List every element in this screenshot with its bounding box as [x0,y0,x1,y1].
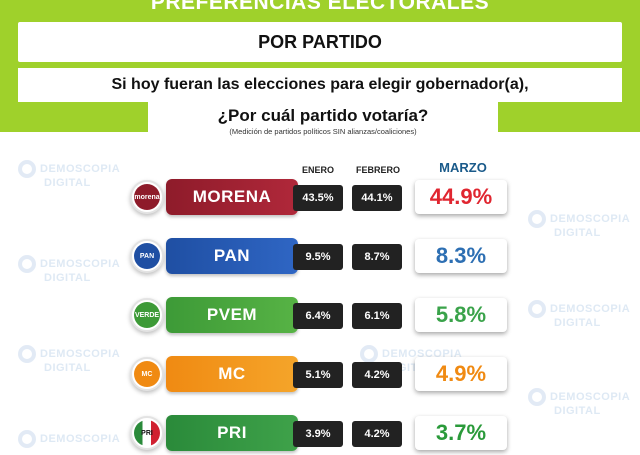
watermark: DEMOSCOPIA DIGITAL [528,300,631,329]
pri-logo-icon: PRI [130,416,164,450]
watermark-brand: DEMOSCOPIA [550,212,631,225]
watermark-brand: DEMOSCOPIA [40,432,121,445]
subtitle-box: POR PARTIDO [18,22,622,62]
logo-label: morena [134,184,160,210]
value-enero: 9.5% [293,244,343,270]
question-box: Si hoy fueran las elecciones para elegir… [18,68,622,102]
watermark: DEMOSCOPIA [18,430,120,448]
table-row-morena: morena MORENA 43.5% 44.1% 44.9% [0,175,640,219]
watermark-logo-icon [18,345,36,363]
column-header-enero: ENERO [301,165,334,175]
logo-label: PRI [134,420,160,446]
watermark-brand-2: DIGITAL [44,177,91,189]
logo-label: PAN [134,243,160,269]
value-febrero: 8.7% [352,244,402,270]
value-febrero: 4.2% [352,362,402,388]
column-header-marzo: MARZO [439,159,487,175]
watermark-brand-2: DIGITAL [554,317,601,329]
table-row-pvem: VERDE PVEM 6.4% 6.1% 5.8% [0,293,640,337]
value-marzo: 3.7% [415,416,507,450]
watermark: DEMOSCOPIA DIGITAL [360,345,463,374]
value-marzo: 44.9% [415,180,507,214]
watermark-brand-2: DIGITAL [386,362,433,374]
watermark-brand-2: DIGITAL [44,362,91,374]
watermark: DEMOSCOPIA DIGITAL [528,210,631,239]
value-marzo: 5.8% [415,298,507,332]
watermark: DEMOSCOPIA DIGITAL [18,160,121,189]
watermark-brand-2: DIGITAL [554,405,601,417]
party-name: PRI [166,415,298,451]
question-note: (Medición de partidos políticos SIN alia… [229,127,417,136]
table-row-mc: MC MC 5.1% 4.2% 4.9% [0,352,640,396]
watermark: DEMOSCOPIA DIGITAL [18,255,121,284]
party-name: MORENA [166,179,298,215]
mc-logo-icon: MC [130,357,164,391]
logo-label: VERDE [134,302,160,328]
watermark-logo-icon [18,255,36,273]
value-febrero: 4.2% [352,421,402,447]
watermark-brand: DEMOSCOPIA [40,162,121,175]
watermark-logo-icon [528,388,546,406]
watermark: DEMOSCOPIA DIGITAL [18,345,121,374]
party-name: PAN [166,238,298,274]
value-marzo: 8.3% [415,239,507,273]
watermark-logo-icon [360,345,378,363]
party-name: PVEM [166,297,298,333]
page-title: PREFERENCIAS ELECTORALES [150,0,490,14]
value-enero: 6.4% [293,303,343,329]
pan-logo-icon: PAN [130,239,164,273]
watermark-brand: DEMOSCOPIA [550,390,631,403]
watermark-logo-icon [528,210,546,228]
watermark: DEMOSCOPIA DIGITAL [528,388,631,417]
watermark-logo-icon [528,300,546,318]
watermark-brand: DEMOSCOPIA [382,347,463,360]
value-enero: 5.1% [293,362,343,388]
pvem-logo-icon: VERDE [130,298,164,332]
value-febrero: 44.1% [352,185,402,211]
watermark-brand: DEMOSCOPIA [40,347,121,360]
watermark-logo-icon [18,160,36,178]
question-line-1: Si hoy fueran las elecciones para elegir… [111,76,529,93]
watermark-brand-2: DIGITAL [44,272,91,284]
logo-label: MC [134,361,160,387]
watermark-brand: DEMOSCOPIA [40,257,121,270]
morena-logo-icon: morena [130,180,164,214]
table-row-pan: PAN PAN 9.5% 8.7% 8.3% [0,234,640,278]
watermark-brand-2: DIGITAL [554,227,601,239]
value-marzo: 4.9% [415,357,507,391]
column-header-febrero: FEBRERO [355,165,400,175]
title-bar: PREFERENCIAS ELECTORALES [18,0,622,20]
watermark-logo-icon [18,430,36,448]
watermark-brand: DEMOSCOPIA [550,302,631,315]
subtitle: POR PARTIDO [258,31,382,52]
value-enero: 3.9% [293,421,343,447]
value-enero: 43.5% [293,185,343,211]
party-name: MC [166,356,298,392]
question-box-2: ¿Por cuál partido votaría? (Medición de … [148,102,498,138]
table-row-pri: PRI PRI 3.9% 4.2% 3.7% [0,411,640,455]
value-febrero: 6.1% [352,303,402,329]
question-line-2: ¿Por cuál partido votaría? [217,106,429,125]
